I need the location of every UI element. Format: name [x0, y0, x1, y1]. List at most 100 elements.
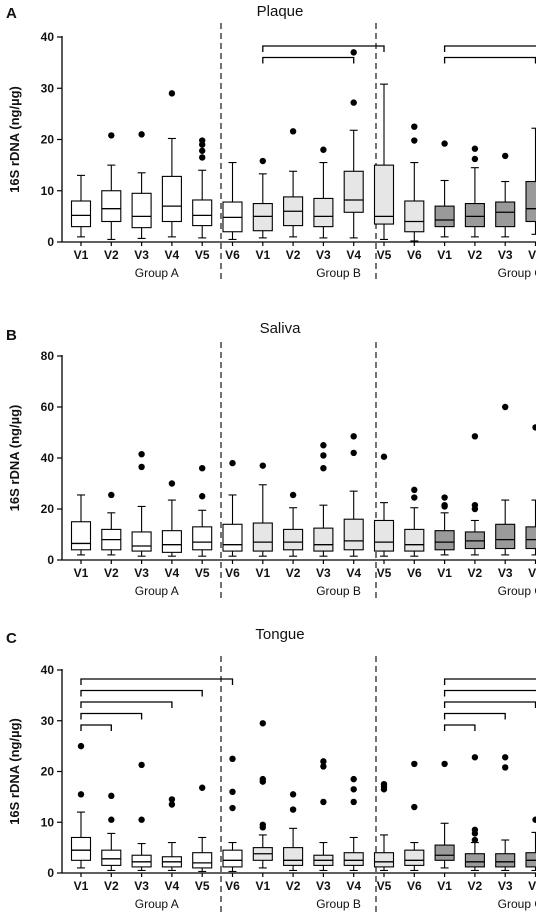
y-tick-label: 20 [41, 765, 55, 779]
panel-title: Tongue [255, 626, 304, 643]
box-group-a-v2 [101, 491, 122, 556]
box-iqr [434, 205, 455, 228]
group-label: Group B [316, 266, 361, 280]
x-tick-label: V2 [104, 566, 119, 580]
group-label: Group A [135, 897, 179, 911]
box-group-b-v3 [313, 758, 334, 872]
y-tick-label: 40 [41, 663, 55, 677]
box-group-a-v1 [70, 174, 92, 238]
box-group-a-v2 [101, 792, 122, 872]
box-iqr [131, 192, 152, 229]
box-group-c-v3 [495, 754, 516, 872]
outlier-point [199, 147, 206, 154]
x-tick-label: V2 [286, 879, 301, 893]
box-group-c-v4 [525, 424, 536, 556]
box-iqr [373, 852, 395, 868]
box-group-b-v2 [283, 128, 304, 238]
outlier-point [471, 501, 479, 509]
box-group-a-v6 [222, 755, 243, 873]
box-iqr [252, 522, 273, 552]
significance-bracket [80, 724, 112, 731]
outlier-point [77, 742, 85, 750]
x-tick-label: V2 [286, 566, 301, 580]
x-tick-label: V4 [528, 879, 536, 893]
box-group-a-v3 [131, 131, 152, 239]
y-tick-label: 30 [41, 81, 55, 95]
x-tick-label: V3 [134, 879, 149, 893]
significance-bracket [80, 678, 234, 685]
x-tick-label: V2 [104, 248, 119, 262]
outlier-point [471, 433, 479, 440]
significance-bracket [262, 56, 355, 64]
box-group-a-v1 [70, 742, 92, 869]
x-tick-label: V6 [225, 566, 240, 580]
outlier-point [441, 760, 448, 768]
x-tick-label: V3 [134, 248, 149, 262]
box-iqr [404, 200, 425, 233]
box-iqr [373, 519, 395, 552]
x-tick-label: V5 [195, 566, 210, 580]
panel-letter: A [6, 5, 17, 22]
significance-bracket [443, 701, 536, 708]
x-tick-label: V6 [407, 879, 422, 893]
x-tick-label: V1 [437, 248, 452, 262]
significance-bracket [443, 45, 536, 52]
box-iqr [495, 201, 516, 228]
box-iqr [313, 527, 334, 552]
outlier-point [229, 755, 236, 763]
outlier-point [229, 788, 236, 795]
box-group-b-v3 [313, 146, 334, 239]
x-tick-label: V4 [346, 566, 361, 580]
outlier-point [138, 450, 145, 458]
box-group-b-v2 [283, 491, 304, 557]
box-group-b-v5 [373, 83, 395, 240]
outlier-point [350, 449, 357, 457]
box-iqr [70, 200, 92, 228]
box-iqr [70, 521, 92, 551]
box-iqr [495, 853, 516, 868]
outlier-point [259, 821, 266, 828]
box-iqr [313, 197, 334, 228]
outlier-point [108, 491, 115, 499]
box-group-b-v3 [313, 442, 334, 557]
y-tick-label: 20 [41, 133, 55, 147]
box-group-b-v1 [252, 462, 273, 557]
box-group-c-v1 [434, 760, 455, 869]
y-tick-label: 30 [41, 714, 55, 728]
outlier-point [320, 763, 327, 770]
outlier-point [199, 465, 206, 472]
outlier-point [411, 123, 418, 130]
outlier-point [229, 459, 236, 467]
box-iqr [101, 190, 122, 223]
outlier-point [471, 826, 479, 834]
box-group-b-v2 [283, 791, 304, 872]
group-label: Group C [498, 266, 536, 280]
box-group-a-v1 [70, 494, 92, 556]
outlier-point [199, 784, 206, 791]
box-group-a-v4 [161, 480, 182, 557]
outlier-point [411, 494, 418, 501]
outlier-point [259, 775, 266, 783]
y-tick-label: 0 [47, 866, 54, 880]
y-tick-label: 20 [41, 502, 55, 516]
significance-bracket [443, 712, 506, 720]
outlier-point [532, 424, 536, 431]
box-group-b-v5 [373, 453, 395, 557]
box-group-c-v4 [525, 127, 536, 235]
outlier-point [471, 155, 479, 163]
group-label: Group B [316, 584, 361, 598]
box-group-a-v4 [161, 796, 182, 872]
box-group-a-v3 [131, 761, 152, 872]
panel-letter: C [6, 630, 17, 647]
box-iqr [252, 203, 273, 232]
box-group-a-v5 [192, 784, 213, 873]
box-iqr [464, 853, 485, 868]
box-iqr [161, 530, 182, 553]
box-group-c-v2 [464, 145, 485, 238]
x-tick-label: V5 [377, 566, 392, 580]
x-tick-label: V3 [498, 879, 513, 893]
x-tick-label: V3 [498, 248, 513, 262]
box-group-a-v5 [192, 137, 213, 239]
outlier-point [108, 816, 115, 823]
outlier-point [289, 806, 297, 813]
